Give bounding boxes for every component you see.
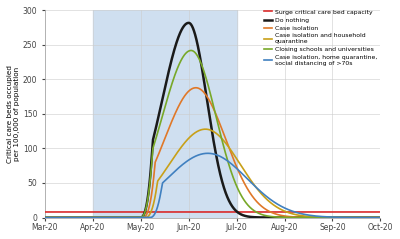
Legend: Surge critical care bed capacity, Do nothing, Case isolation, Case isolation and: Surge critical care bed capacity, Do not… [264, 9, 377, 66]
Y-axis label: Critical care beds occupied
per 100,000 of population: Critical care beds occupied per 100,000 … [7, 65, 20, 163]
Bar [93, 11, 236, 217]
